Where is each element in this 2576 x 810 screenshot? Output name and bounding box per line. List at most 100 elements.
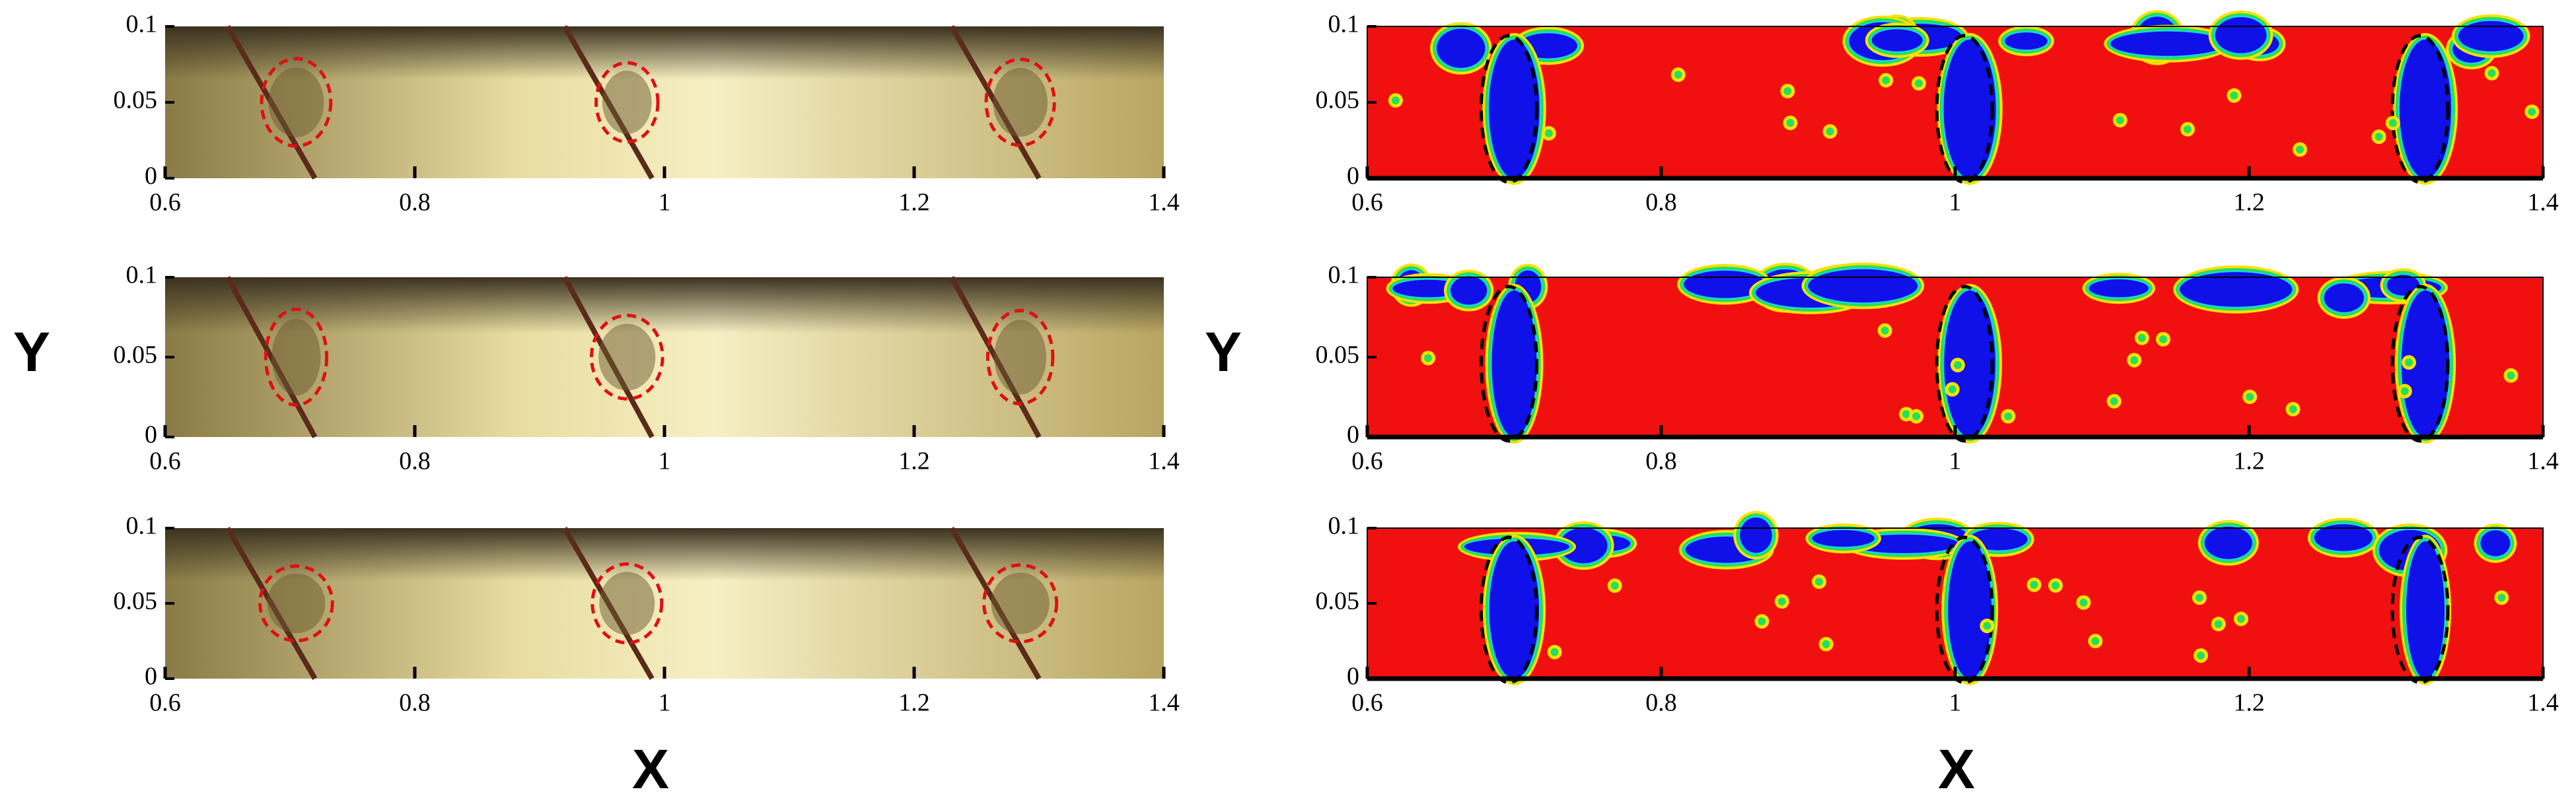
x-tick-label: 0.6: [1351, 689, 1383, 717]
bubble: [994, 320, 1047, 395]
y-tick-label: 0.05: [114, 588, 158, 615]
y-tick-label: 0.1: [1328, 512, 1360, 540]
gas: [1943, 40, 1996, 178]
droplet: [2246, 393, 2254, 401]
droplet: [2214, 620, 2223, 628]
gas: [2406, 541, 2445, 679]
bubble-outline: [1480, 34, 1538, 184]
droplet: [2183, 125, 2192, 133]
bubble-outline: [258, 564, 334, 643]
droplet: [2159, 335, 2167, 343]
gas: [2480, 530, 2511, 557]
bubble: [602, 71, 652, 134]
droplet: [1544, 129, 1553, 137]
x-tick-label: 0.8: [1645, 689, 1677, 717]
droplet: [2497, 593, 2506, 602]
bubble-outline: [984, 57, 1056, 147]
bubble: [991, 572, 1050, 634]
gas: [1740, 517, 1772, 553]
x-tick-label: 1.2: [2233, 689, 2265, 717]
panel: 0.6 0.8 1 1.2 1.4 0 0.05 0.1: [1316, 510, 2559, 717]
gas: [1948, 541, 1992, 679]
x-tick-label: 1.4: [2527, 448, 2559, 475]
bubble-outline: [985, 308, 1055, 406]
droplet: [2404, 358, 2413, 367]
x-tick-label: 1.2: [898, 689, 930, 717]
bubble-outline: [590, 562, 664, 645]
bubble-outline: [2390, 285, 2450, 443]
bubble-outline: [2390, 34, 2450, 184]
bubble-outline: [1935, 535, 1994, 685]
x-tick-label: 0.6: [1351, 448, 1383, 475]
gas: [2005, 32, 2048, 50]
droplet: [2195, 593, 2203, 602]
bubble-outline: [1480, 535, 1538, 685]
droplet: [1758, 617, 1766, 626]
droplet: [2030, 580, 2038, 589]
gas: [2458, 20, 2524, 51]
bubble-outline: [1935, 285, 1994, 443]
droplet: [2289, 405, 2297, 413]
x-tick-label: 1.2: [898, 448, 930, 475]
foam: [165, 528, 1164, 581]
y-tick-label: 0: [1347, 421, 1359, 449]
gas: [1808, 269, 1918, 303]
bubble-outline: [260, 57, 333, 148]
x-tick-label: 0.8: [399, 448, 431, 475]
droplet: [1391, 96, 1400, 105]
bubble: [267, 573, 326, 634]
x-tick-label: 0.8: [399, 689, 431, 717]
bubble-outline: [594, 61, 660, 144]
gas: [1559, 527, 1608, 564]
bubble-outline: [1935, 34, 1994, 184]
gas: [2386, 275, 2420, 296]
y-tick-label: 0.1: [1328, 261, 1360, 289]
droplet: [2052, 581, 2060, 590]
droplet: [2137, 333, 2146, 342]
gas: [2204, 526, 2252, 559]
x-tick-label: 1: [659, 448, 671, 475]
x-tick-label: 1: [1949, 689, 1962, 717]
droplet: [1424, 354, 1433, 362]
droplet: [2487, 69, 2496, 77]
gas: [1871, 29, 1923, 51]
droplet: [1777, 597, 1786, 606]
y-tick-label: 0: [1347, 663, 1359, 691]
x-tick-label: 1.4: [2527, 689, 2559, 717]
x-tick-label: 1: [1949, 189, 1962, 217]
x-axis-label: X: [632, 738, 669, 800]
x-tick-label: 1: [659, 689, 671, 717]
bubble-outline: [1480, 285, 1538, 443]
x-tick-label: 0.6: [149, 189, 181, 217]
bubble: [271, 318, 321, 396]
gas: [2089, 279, 2149, 298]
droplet: [2400, 387, 2409, 395]
droplet: [1783, 86, 1792, 95]
gas: [2314, 524, 2373, 551]
y-tick-label: 0: [145, 162, 157, 190]
droplet: [1880, 326, 1889, 335]
droplet: [1826, 127, 1834, 136]
x-tick-label: 0.8: [399, 189, 431, 217]
y-tick-label: 0.1: [126, 261, 158, 289]
y-tick-label: 0.1: [126, 512, 158, 540]
bubble: [268, 67, 324, 137]
x-tick-label: 0.6: [149, 689, 181, 717]
panel: 0.6 0.8 1 1.2 1.4 0 0.05 0.1: [1316, 10, 2559, 217]
x-tick-label: 1.4: [1148, 689, 1180, 717]
y-tick-label: 0: [145, 421, 157, 449]
droplet: [2295, 145, 2304, 154]
bubble: [993, 67, 1048, 137]
gas: [2110, 31, 2225, 56]
droplet: [1786, 119, 1795, 127]
panel: 0.6 0.8 1 1.2 1.4 0 0.05 0.1: [114, 512, 1180, 717]
x-tick-label: 1.4: [2527, 189, 2559, 217]
droplet: [2236, 615, 2245, 623]
droplet: [1610, 582, 1619, 590]
y-tick-label: 0: [1347, 162, 1359, 190]
panel: 0.6 0.8 1 1.2 1.4 0 0.05 0.1: [114, 261, 1180, 475]
gas: [1812, 529, 1875, 547]
gas: [2401, 290, 2450, 437]
x-tick-label: 0.6: [149, 448, 181, 475]
